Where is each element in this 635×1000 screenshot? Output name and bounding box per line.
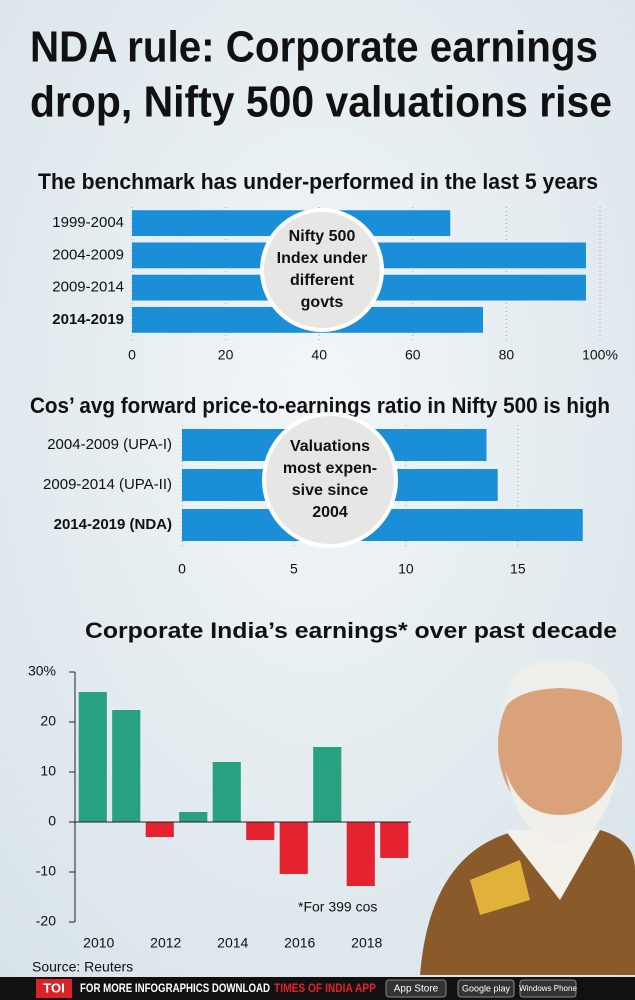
x-tick-label: 2018 [351,935,382,951]
annotation-circle [262,412,398,548]
bar [313,747,342,822]
x-tick-label: 0 [128,347,136,363]
bar [246,822,275,840]
y-tick-label: -20 [36,913,56,929]
badge[interactable] [457,979,515,998]
x-tick-label: 5 [290,561,298,577]
source: Source: Reuters [32,959,133,975]
badge[interactable] [385,979,447,998]
category-label: 2004-2009 (UPA-I) [47,436,172,453]
annotation: most expen- [283,460,377,477]
annotation: Valuations [290,438,370,455]
x-tick-label: 80 [499,347,515,363]
y-tick-label: 0 [48,813,56,829]
bar [145,822,174,837]
badge-label: App Store [394,984,439,995]
category-label: 2014-2019 [52,311,124,328]
footer-app: TIMES OF INDIA APP [274,981,376,995]
x-tick-label: 100% [582,347,618,363]
annotation: govts [301,294,344,311]
badge-label: Windows Phone [519,984,577,993]
y-tick-label: 10 [40,763,56,779]
bar [78,692,107,822]
y-tick-label: 20 [40,713,56,729]
y-tick-label: -10 [36,863,56,879]
category-label: 2009-2014 [52,279,124,296]
logo-box [36,979,72,998]
y-tick-label: 30% [28,663,56,679]
x-tick-label: 0 [178,561,186,577]
bar [380,822,409,858]
note: *For 399 cos [298,899,377,915]
x-tick-label: 2016 [284,935,315,951]
x-tick-label: 40 [311,347,327,363]
bar [212,762,241,822]
x-tick-label: 2010 [83,935,114,951]
x-tick-label: 2014 [217,935,248,951]
annotation: different [290,272,355,289]
annotation: sive since [292,482,369,499]
bar [346,822,375,886]
category-label: 1999-2004 [52,214,124,231]
annotation: Index under [277,250,368,267]
x-tick-label: 60 [405,347,421,363]
annotation-circle [260,208,384,332]
portrait [420,660,635,975]
x-tick-label: 15 [510,561,526,577]
badge-label: Google play [462,983,511,993]
footer-text: FOR MORE INFOGRAPHICS DOWNLOAD [80,981,270,995]
category-label: 2004-2009 [52,246,124,263]
x-tick-label: 2012 [150,935,181,951]
title-line: NDA rule: Corporate earnings [30,23,598,72]
bar [112,710,141,822]
logo: TOI [43,980,64,995]
category-label: 2009-2014 (UPA-II) [43,476,172,493]
x-tick-label: 20 [218,347,234,363]
bar [179,812,208,822]
chart-title: The benchmark has under-performed in the… [38,169,598,194]
annotation: Nifty 500 [289,228,356,245]
category-label: 2014-2019 (NDA) [54,516,172,533]
x-tick-label: 10 [398,561,414,577]
chart-title: Corporate India’s earnings* over past de… [85,618,617,643]
badge[interactable] [519,979,577,998]
annotation: 2004 [312,504,348,521]
title-line: drop, Nifty 500 valuations rise [30,78,612,127]
bar [279,822,308,874]
